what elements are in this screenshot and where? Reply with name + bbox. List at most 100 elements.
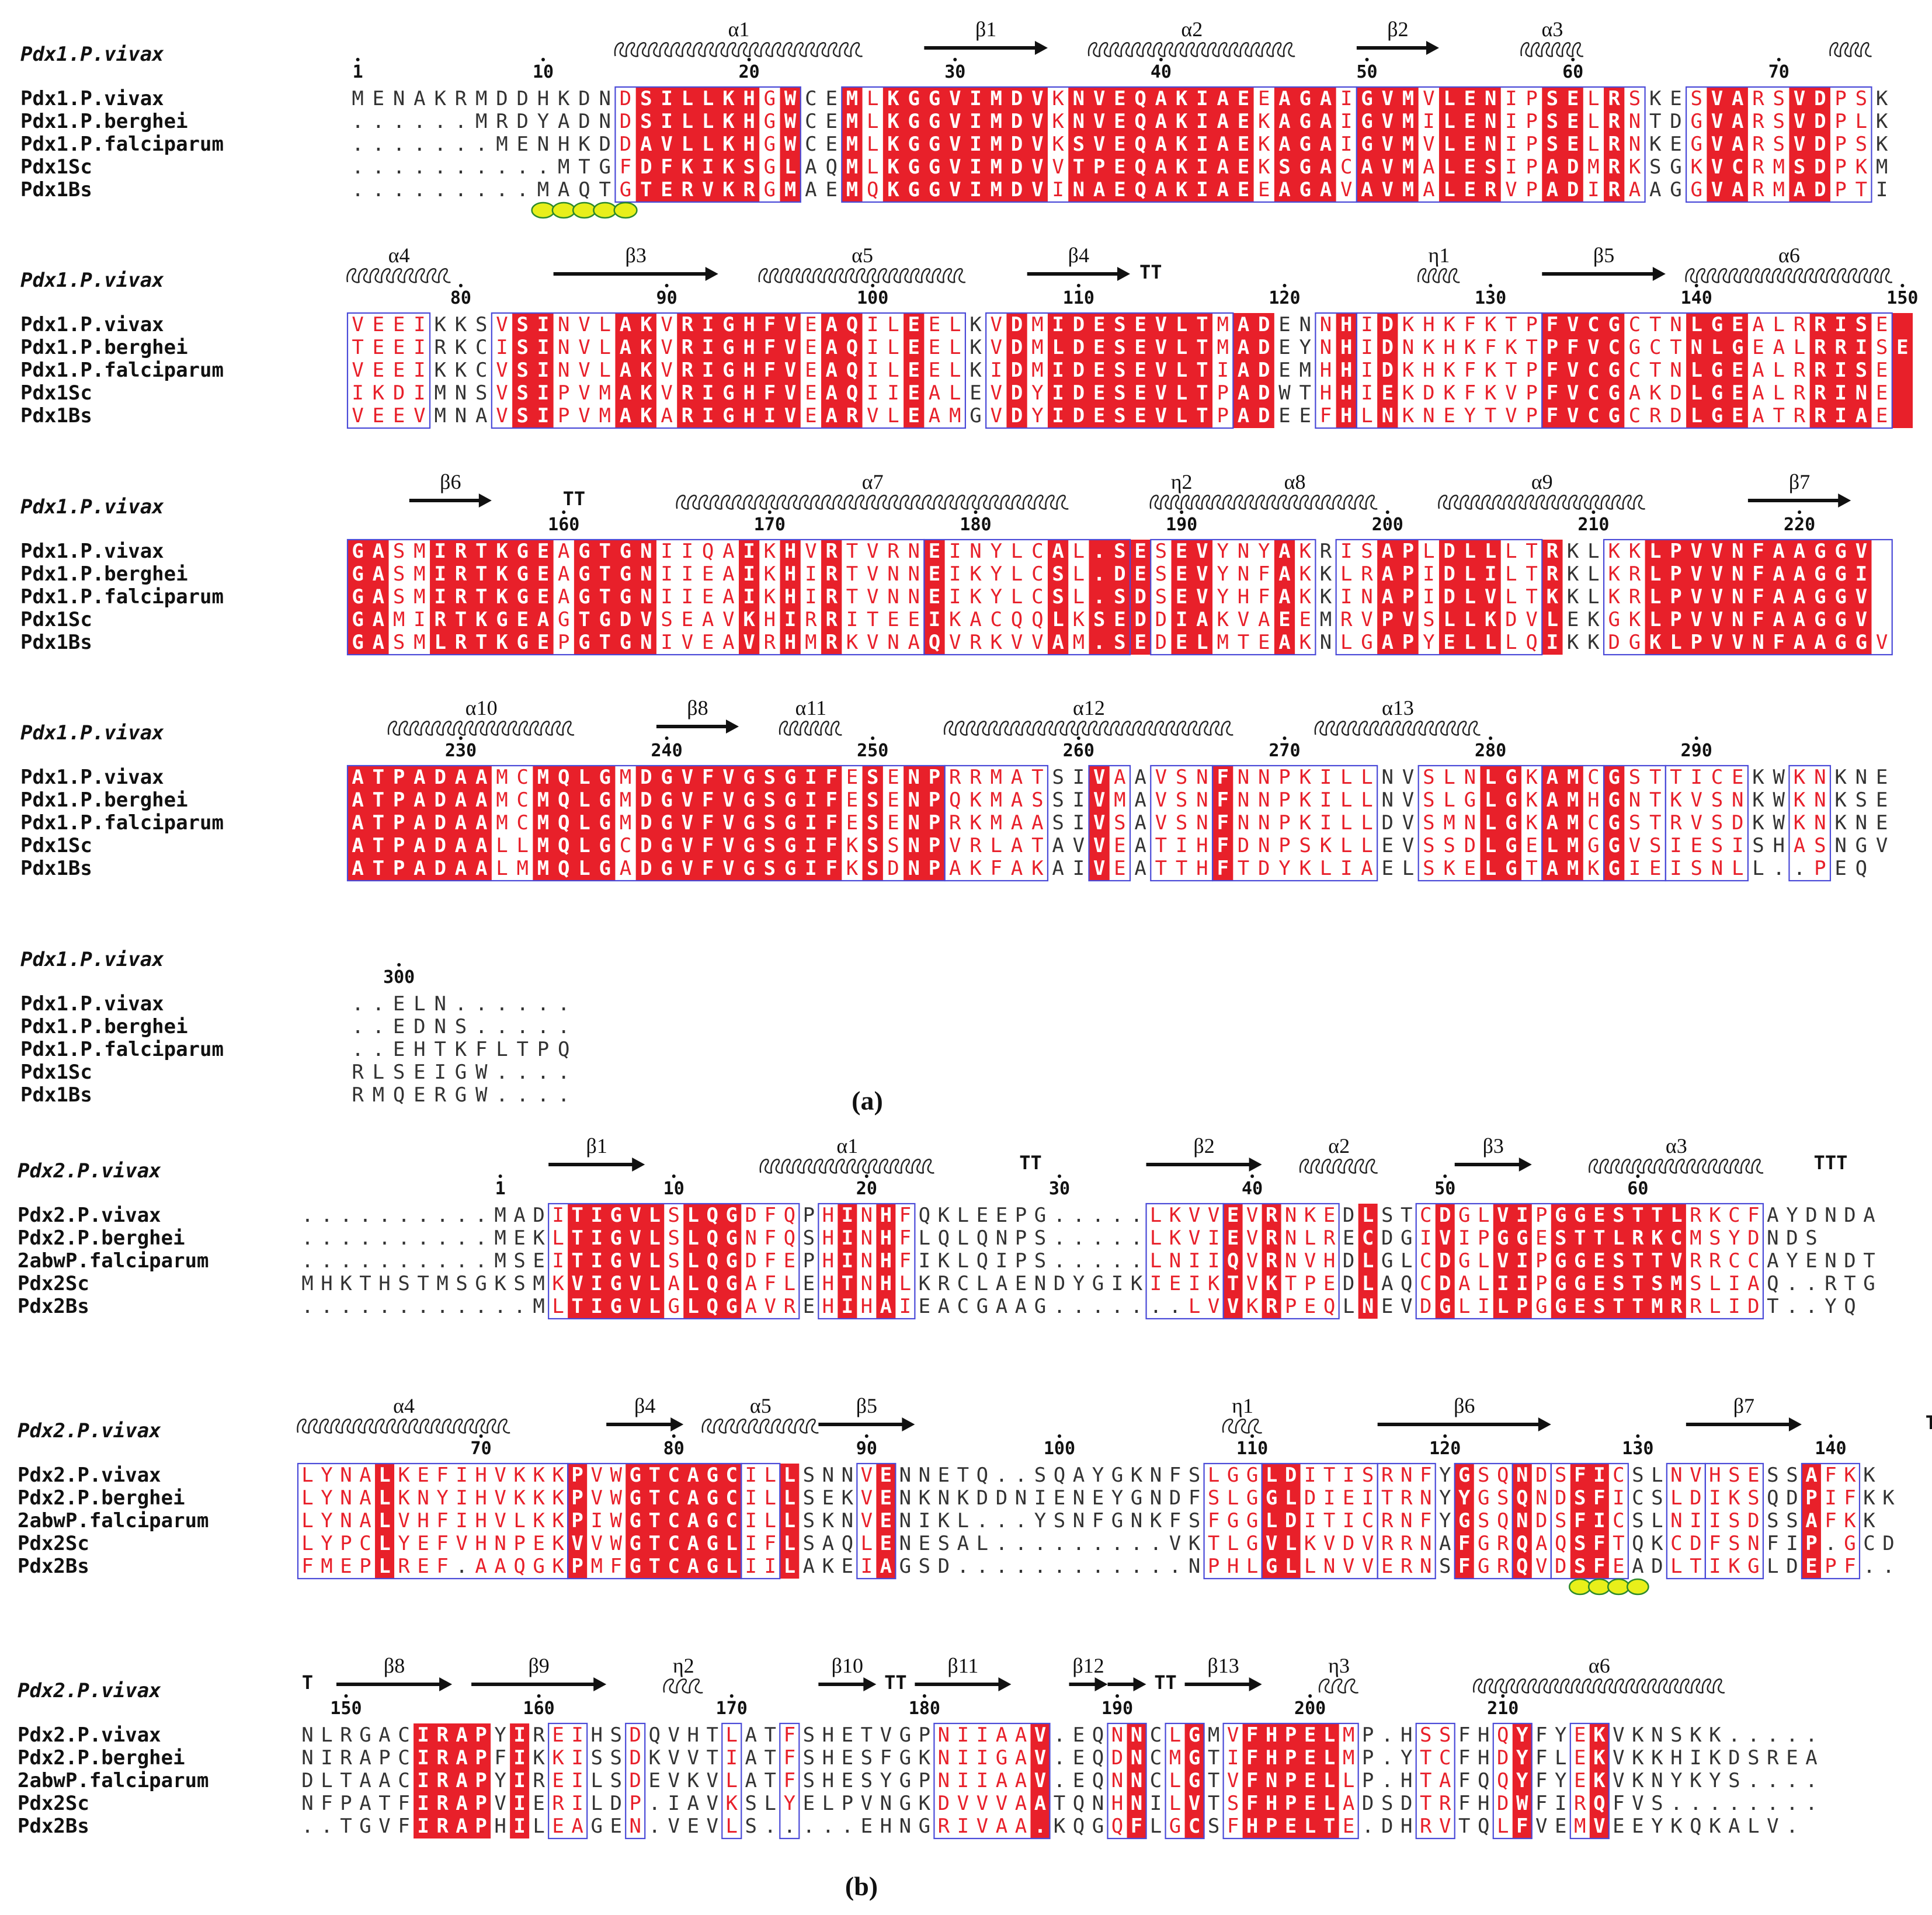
ruler-tick <box>864 1434 868 1438</box>
ruler-number: 80 <box>450 288 471 308</box>
ruler-tick <box>864 1174 868 1178</box>
sequence-name: Pdx1.P.vivax <box>20 313 164 336</box>
identical-column-block <box>862 766 883 881</box>
ruler-tick <box>767 510 772 514</box>
turn-label: TT <box>1154 1671 1177 1694</box>
similarity-box <box>1356 86 1646 203</box>
identical-column-block <box>510 1723 530 1838</box>
identical-column-block <box>1089 766 1110 881</box>
ruler-number: 130 <box>1622 1438 1653 1459</box>
identical-column-block <box>533 766 616 881</box>
strand-arrow <box>656 720 739 734</box>
similarity-box <box>1150 538 1316 656</box>
ruler-tick <box>562 510 566 514</box>
identical-column-block <box>1358 1204 1378 1319</box>
alignment-block: Pdx1.P.vivax 300 Pdx1.P.vivax .. E L N..... . Pd… <box>20 948 570 1107</box>
structure-element-label: α6 <box>1589 1654 1610 1677</box>
sequence-name: Pdx1Sc <box>20 155 92 179</box>
identical-column-block <box>1006 313 1027 428</box>
identical-column-block <box>1438 87 1501 202</box>
sequence-name: Pdx1Sc <box>20 608 92 631</box>
identical-column-block <box>876 1464 896 1579</box>
ruler-tick <box>1283 736 1287 740</box>
ruler-tick <box>1116 1694 1120 1698</box>
sequence-name: Pdx1Bs <box>20 1083 92 1107</box>
identical-column-block <box>739 540 760 655</box>
sequence-name: Pdx1.P.berghei <box>20 562 188 586</box>
ruler-number: 80 <box>663 1438 684 1459</box>
sequence-name: Pdx1Sc <box>20 1061 92 1084</box>
similarity-box <box>1603 538 1893 656</box>
ruler-number: 90 <box>656 288 677 308</box>
ruler-tick <box>498 1174 502 1178</box>
sequence-name: Pdx2Bs <box>18 1555 89 1578</box>
secondary-structure-reference: Pdx1.P.vivax <box>20 495 164 519</box>
turn-label: T <box>302 1671 313 1694</box>
ruler-number: 140 <box>1815 1438 1846 1459</box>
structure-element-label: β2 <box>1193 1134 1214 1158</box>
ruler-tick <box>665 736 669 740</box>
structure-element-label: η1 <box>1429 244 1450 267</box>
helix-mark <box>779 721 842 736</box>
turn-label: TT <box>1926 1412 1932 1434</box>
similarity-box <box>741 1462 781 1580</box>
similarity-box <box>1377 1462 1436 1580</box>
panel-caption: (b) <box>845 1871 878 1901</box>
ruler-number: 140 <box>1681 288 1712 308</box>
similarity-box <box>779 1722 800 1840</box>
ruler-tick <box>397 963 401 967</box>
ruler-number: 60 <box>1562 62 1583 82</box>
similarity-box <box>933 1722 1051 1840</box>
ruler-number: 260 <box>1063 741 1094 761</box>
marker-oval <box>593 201 617 219</box>
ruler-tick <box>344 1694 348 1698</box>
structure-element-label: β8 <box>687 696 708 720</box>
identical-column-block <box>1645 540 1872 655</box>
ruler-tick <box>1592 510 1596 514</box>
ruler-number: 180 <box>960 515 991 535</box>
ruler-number: 1 <box>495 1179 506 1199</box>
structure-element-label: α3 <box>1666 1134 1687 1158</box>
ruler-tick <box>1159 58 1163 61</box>
ruler-number: 100 <box>857 288 888 308</box>
structure-element-label: β7 <box>1733 1394 1754 1417</box>
ruler-number: 1 <box>353 62 363 82</box>
ruler-number: 200 <box>1294 1698 1326 1719</box>
identical-column-block <box>1493 1204 1532 1319</box>
structure-element-label: β1 <box>975 18 996 41</box>
ruler-number: 40 <box>1151 62 1172 82</box>
sequence-name: Pdx1.P.berghei <box>20 1015 188 1038</box>
strand-arrow <box>606 1417 684 1431</box>
identical-column-block <box>838 1204 857 1319</box>
helix-mark <box>758 268 966 283</box>
ruler-tick <box>729 1694 734 1698</box>
similarity-box <box>614 86 801 203</box>
ruler-tick <box>1443 1174 1447 1178</box>
helix-mark <box>759 1159 934 1174</box>
sequence-name: Pdx1.P.falciparum <box>20 133 224 156</box>
identical-column-block <box>1127 1723 1146 1838</box>
similarity-box <box>491 312 966 429</box>
ruler-tick <box>1694 736 1698 740</box>
identical-column-block <box>1336 313 1357 428</box>
helix-mark <box>1438 495 1646 510</box>
ruler-number: 150 <box>1886 288 1918 308</box>
strand-arrow <box>915 1677 1012 1691</box>
sequence-name: Pdx1.P.berghei <box>20 788 188 812</box>
structure-element-label: β5 <box>856 1394 877 1417</box>
structure-element-label: α5 <box>852 244 873 267</box>
ruler-tick <box>1489 284 1493 287</box>
identical-column-block <box>1089 540 1151 655</box>
